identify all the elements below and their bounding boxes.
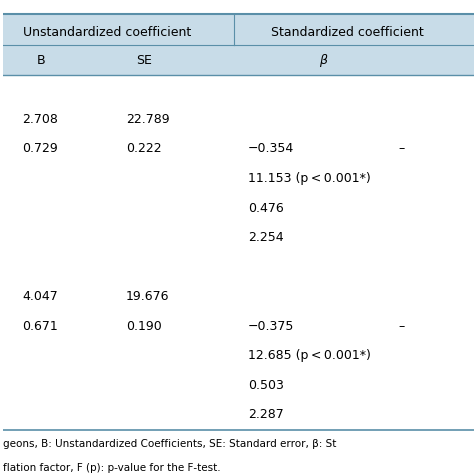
Text: 2.287: 2.287 — [248, 409, 284, 421]
Text: 0.671: 0.671 — [22, 320, 58, 333]
Text: Unstandardized coefficient: Unstandardized coefficient — [23, 27, 191, 39]
Text: geons, B: Unstandardized Coefficients, SE: Standard error, β: St: geons, B: Unstandardized Coefficients, S… — [3, 439, 337, 449]
Text: 0.190: 0.190 — [126, 320, 162, 333]
Text: 2.708: 2.708 — [22, 113, 58, 126]
Text: 19.676: 19.676 — [126, 290, 169, 303]
Text: 22.789: 22.789 — [126, 113, 169, 126]
Text: –: – — [399, 143, 405, 155]
Text: β: β — [319, 55, 328, 67]
Text: 0.503: 0.503 — [248, 379, 284, 392]
Text: 2.254: 2.254 — [248, 231, 284, 244]
Text: 11.153 (p < 0.001*): 11.153 (p < 0.001*) — [248, 172, 371, 185]
Text: Standardized coefficient: Standardized coefficient — [271, 27, 423, 39]
Text: flation factor, F (p): p-value for the F-test.: flation factor, F (p): p-value for the F… — [3, 463, 221, 473]
Text: –: – — [399, 320, 405, 333]
Text: 0.476: 0.476 — [248, 201, 284, 215]
Text: 12.685 (p < 0.001*): 12.685 (p < 0.001*) — [248, 349, 371, 362]
Text: −0.354: −0.354 — [248, 143, 294, 155]
Text: −0.375: −0.375 — [248, 320, 294, 333]
Text: SE: SE — [137, 55, 153, 67]
Text: 4.047: 4.047 — [22, 290, 58, 303]
Text: B: B — [36, 55, 46, 67]
Bar — [3, 14, 474, 75]
Text: 0.222: 0.222 — [126, 143, 161, 155]
Text: 0.729: 0.729 — [22, 143, 58, 155]
